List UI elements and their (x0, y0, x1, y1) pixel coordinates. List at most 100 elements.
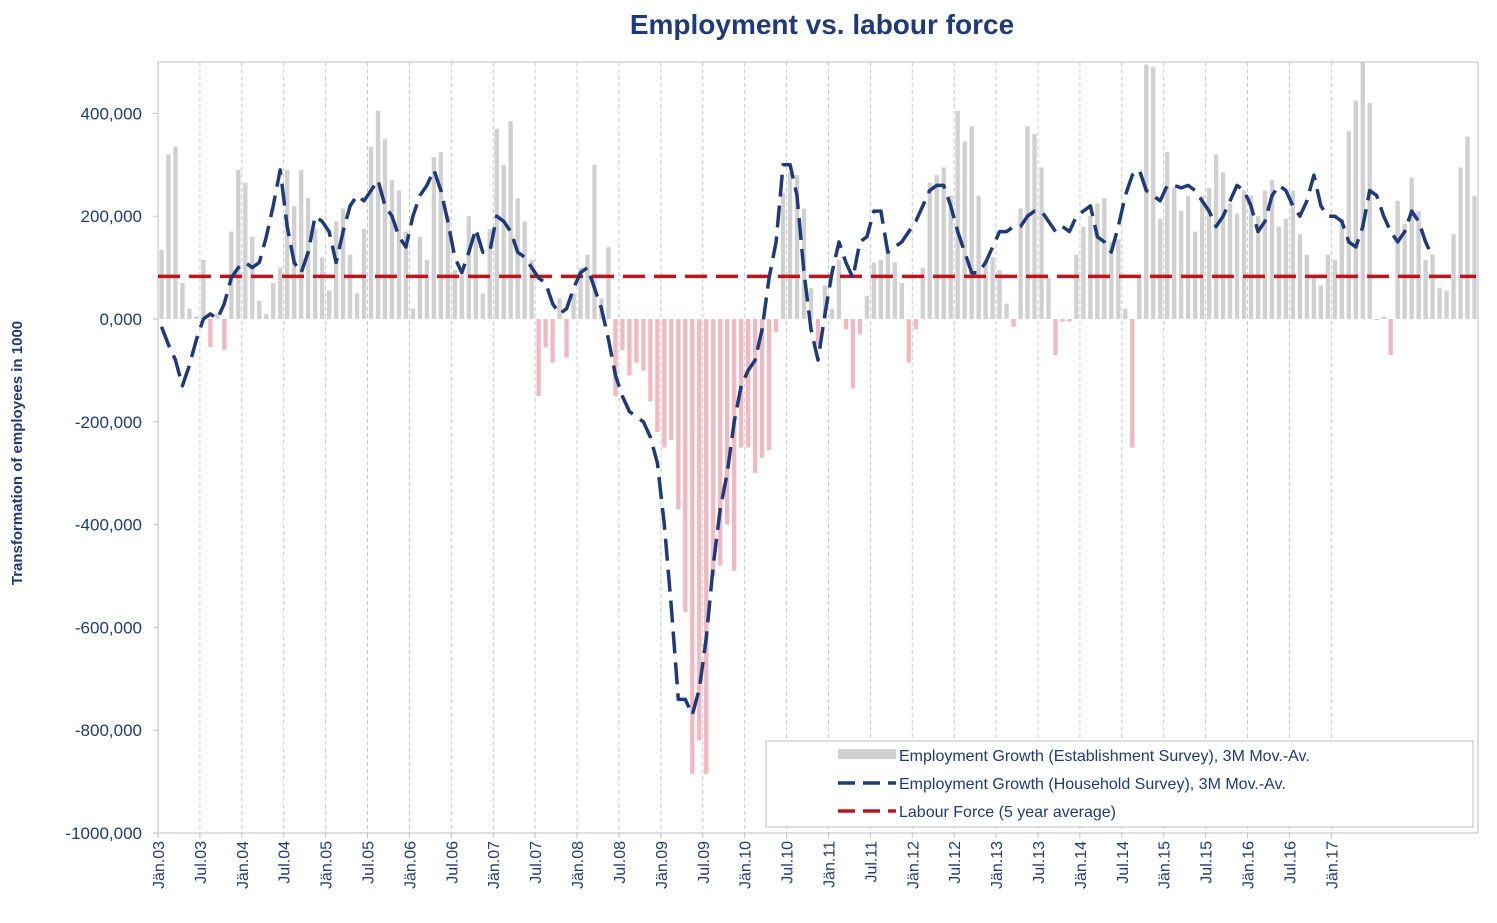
bar-establishment (1353, 100, 1358, 319)
bar-establishment (662, 319, 667, 448)
x-tick-label: Jän.15 (1157, 841, 1174, 889)
bar-establishment (1206, 187, 1212, 319)
bar-establishment (976, 195, 981, 319)
bar-establishment (508, 121, 513, 319)
bar-establishment (1332, 259, 1337, 319)
bar-establishment (1472, 195, 1477, 319)
bar-establishment (375, 110, 381, 319)
bar-establishment (299, 169, 304, 319)
bar-establishment (732, 319, 737, 571)
bar-establishment (836, 259, 842, 319)
bar-establishment (515, 198, 520, 319)
y-tick-label: -200,000 (75, 413, 142, 432)
bar-establishment (180, 283, 185, 319)
bar-establishment (347, 254, 353, 319)
bar-establishment (704, 319, 709, 774)
legend: Employment Growth (Establishment Survey)… (765, 740, 1474, 828)
bar-establishment (1262, 190, 1268, 319)
x-tick-label: Jän.17 (1324, 841, 1341, 889)
bar-establishment (333, 221, 339, 319)
bar-establishment (1109, 241, 1114, 319)
bar-establishment (829, 308, 835, 319)
bar-establishment (634, 319, 639, 363)
bar-establishment (1102, 198, 1107, 319)
bar-establishment (969, 126, 974, 319)
bar-establishment (1346, 131, 1351, 319)
bar-establishment (452, 270, 457, 319)
bar-establishment (557, 298, 562, 319)
y-tick-label: -1000,000 (65, 824, 142, 843)
bar-establishment (340, 208, 346, 319)
bar-establishment (822, 285, 828, 319)
bar-establishment (1172, 187, 1177, 319)
bar-establishment (1290, 190, 1296, 319)
x-tick-label: Jän.06 (402, 841, 419, 889)
chart-title: Employment vs. labour force (630, 9, 1014, 40)
bar-establishment (361, 229, 367, 319)
bar-establishment (857, 319, 863, 335)
y-tick-label: -400,000 (75, 516, 142, 535)
bar-establishment (1248, 195, 1254, 319)
bar-establishment (739, 319, 744, 448)
bar-establishment (592, 164, 597, 319)
bar-establishment (1311, 275, 1317, 319)
bar-establishment (1395, 200, 1400, 319)
bar-establishment (431, 157, 437, 319)
bar-establishment (501, 164, 506, 319)
bar-establishment (389, 180, 395, 319)
bar-establishment (1360, 62, 1365, 319)
bar-establishment (773, 319, 779, 332)
bar-establishment (326, 290, 332, 319)
bar-establishment (1130, 319, 1135, 448)
bar-establishment (1325, 254, 1331, 319)
bar-establishment (1158, 218, 1163, 319)
x-tick-label: Jän.07 (486, 841, 503, 889)
x-tick-label: Jän.14 (1073, 841, 1090, 889)
bar-establishment (815, 319, 821, 345)
bar-establishment (194, 316, 199, 319)
bar-establishment (752, 319, 758, 474)
bar-establishment (878, 259, 884, 319)
plot-area-border (157, 61, 1479, 834)
bar-establishment (536, 319, 541, 397)
bar-establishment (410, 308, 416, 319)
bar-establishment (354, 293, 360, 319)
bar-establishment (1046, 277, 1051, 319)
bar-establishment (208, 319, 213, 348)
bar-establishment (578, 267, 583, 319)
bar-establishment (711, 319, 716, 576)
bar-establishment (899, 283, 904, 319)
bar-establishment (1451, 234, 1456, 319)
bar-establishment (1255, 216, 1261, 319)
bar-establishment (1081, 226, 1086, 319)
bar-establishment (1318, 285, 1324, 319)
bar-establishment (871, 262, 877, 319)
bar-establishment (236, 169, 241, 319)
bar-establishment (1304, 254, 1310, 319)
bar-establishment (759, 319, 765, 458)
x-tick-label: Jul.07 (528, 841, 545, 884)
bar-establishment (920, 267, 925, 319)
bar-establishment (1458, 167, 1463, 319)
bar-establishment (243, 182, 248, 319)
bar-establishment (396, 190, 402, 319)
x-tick-label: Jän.11 (821, 841, 838, 888)
bar-establishment (459, 275, 464, 319)
bar-establishment (997, 270, 1002, 319)
bar-establishment (745, 319, 751, 448)
bar-establishment (962, 141, 967, 319)
y-tick-label: 400,000 (81, 104, 142, 123)
y-tick-label: 0,000 (99, 310, 142, 329)
bar-establishment (892, 262, 897, 319)
x-tick-label: Jän.12 (905, 841, 922, 889)
bar-establishment (1123, 308, 1128, 319)
bar-establishment (1416, 211, 1421, 319)
bar-establishment (285, 169, 290, 319)
bar-establishment (697, 319, 702, 741)
bar-establishment (885, 249, 891, 319)
y-axis: 400,000 200,000 0,000 -200,000 -400,000 -600,… (65, 104, 158, 843)
bar-establishment (571, 293, 576, 319)
bar-establishment (1137, 277, 1142, 319)
bar-establishment (564, 319, 569, 358)
